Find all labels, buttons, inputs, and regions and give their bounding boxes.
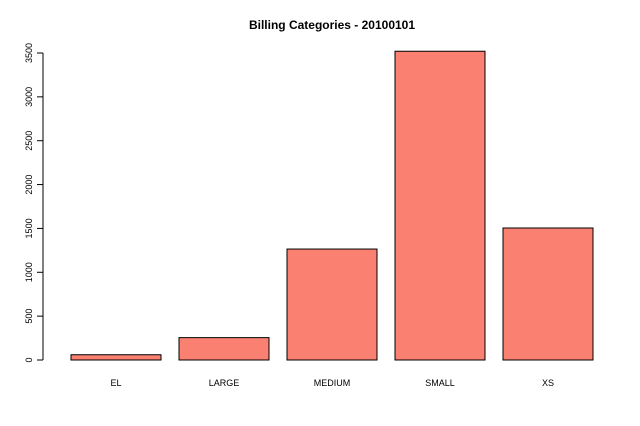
y-tick-label: 0	[24, 357, 34, 362]
y-tick-label: 500	[24, 309, 34, 324]
x-axis-labels: EL LARGE MEDIUM SMALL XS	[110, 378, 554, 388]
bar-xs	[502, 227, 594, 361]
bars-group	[70, 50, 594, 361]
y-tick-label: 3500	[24, 43, 34, 63]
bar-large	[178, 337, 270, 361]
y-axis: 0 500 1000 1500 2000 2500 3000 3500	[24, 43, 44, 363]
x-tick-label-xs: XS	[542, 378, 554, 388]
bar-small	[394, 50, 486, 361]
y-tick-label: 2000	[24, 175, 34, 195]
x-tick-label-el: EL	[110, 378, 121, 388]
x-tick-label-medium: MEDIUM	[314, 378, 351, 388]
bar-el	[70, 354, 162, 361]
bar-medium	[286, 248, 378, 361]
y-tick-label: 2500	[24, 131, 34, 151]
x-tick-label-large: LARGE	[209, 378, 240, 388]
y-tick-label: 1000	[24, 262, 34, 282]
x-tick-label-small: SMALL	[425, 378, 455, 388]
y-tick-label: 3000	[24, 87, 34, 107]
y-tick-label: 1500	[24, 218, 34, 238]
chart-title: Billing Categories - 20100101	[249, 18, 415, 32]
